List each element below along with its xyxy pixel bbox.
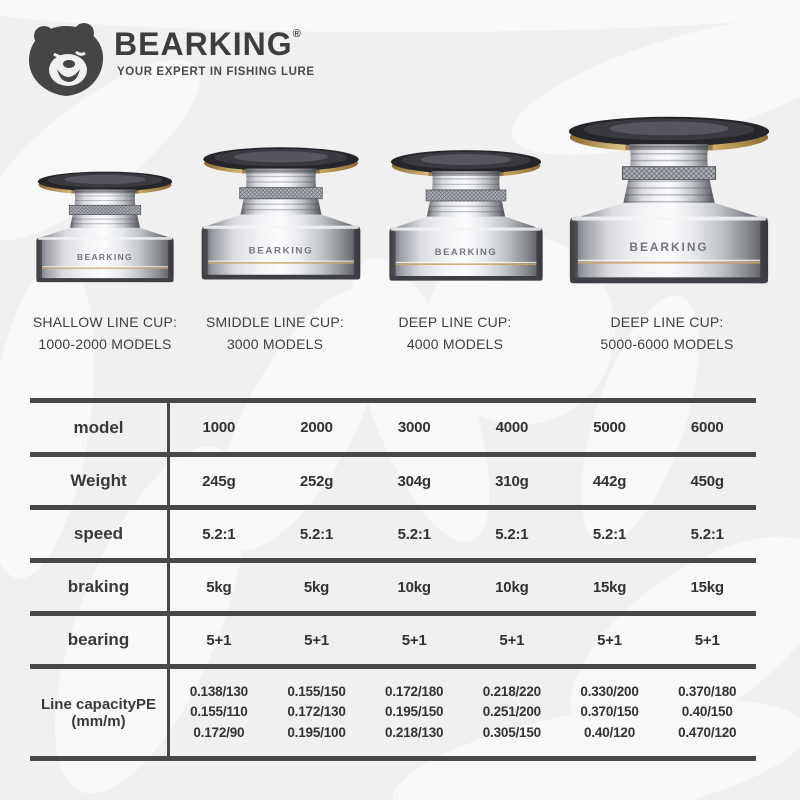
weight-value: 442g — [592, 472, 627, 490]
line-capacity-cell: 0.155/150 0.172/130 0.195/100 — [268, 669, 366, 756]
caption-line2: 3000 MODELS — [226, 335, 324, 352]
brand-wordmark: BEARKING® — [114, 26, 301, 63]
spool-image-1000-2000: BEARKING — [28, 163, 182, 290]
row-label-model: model — [30, 403, 170, 452]
table-row-weight: Weight 245g 252g 304g 310g 442g 450g — [30, 457, 756, 510]
model-value: 1000 — [202, 419, 236, 436]
caption-smiddle-line-cup: SMIDDLE LINE CUP: 3000 MODELS — [170, 312, 380, 355]
bearing-value: 5+1 — [499, 631, 525, 649]
weight-value: 310g — [495, 472, 529, 490]
brand-name-text: BEARKING — [114, 26, 293, 62]
registered-mark: ® — [292, 28, 301, 40]
caption-line2: 5000-6000 MODELS — [600, 335, 734, 352]
capacity-value: 0.195/150 — [385, 704, 444, 720]
table-row-line-capacity: Line capacityPE (mm/m) 0.138/130 0.155/1… — [30, 669, 756, 756]
line-capacity-cell: 0.330/200 0.370/150 0.40/120 — [561, 669, 659, 756]
line-capacity-cell: 0.172/180 0.195/150 0.218/130 — [365, 669, 463, 756]
spool-image-5000-6000: BEARKING — [560, 105, 778, 293]
weight-value: 450g — [690, 472, 725, 490]
line-capacity-unit: (mm/m) — [71, 712, 126, 730]
capacity-value: 0.370/150 — [580, 704, 639, 720]
model-value: 3000 — [397, 419, 431, 436]
row-label-weight: Weight — [30, 457, 170, 505]
braking-value: 5kg — [303, 578, 330, 596]
braking-value: 10kg — [495, 578, 529, 596]
brand-tagline: YOUR EXPERT IN FISHING LURE — [117, 66, 315, 78]
capacity-value: 0.172/130 — [287, 704, 346, 720]
capacity-value: 0.40/150 — [681, 704, 733, 720]
caption-line1: DEEP LINE CUP: — [398, 314, 512, 330]
speed-value: 5.2:1 — [592, 525, 627, 543]
braking-value: 10kg — [397, 578, 431, 596]
capacity-value: 0.172/180 — [385, 684, 444, 700]
line-capacity-cell: 0.218/220 0.251/200 0.305/150 — [463, 669, 561, 756]
caption-line1: SHALLOW LINE CUP: — [32, 314, 178, 330]
spool-engraving: BEARKING — [249, 245, 314, 256]
caption-line1: DEEP LINE CUP: — [610, 314, 724, 330]
table-row-bearing: bearing 5+1 5+1 5+1 5+1 5+1 5+1 — [30, 616, 756, 669]
weight-value: 252g — [299, 472, 334, 490]
spool-image-4000: BEARKING — [380, 140, 552, 290]
caption-line2: 4000 MODELS — [406, 335, 504, 352]
spool-engraving: BEARKING — [629, 240, 708, 254]
bear-logo-icon — [28, 23, 104, 96]
spool-engraving: BEARKING — [435, 247, 497, 257]
row-label-bearing: bearing — [30, 616, 170, 664]
braking-value: 5kg — [206, 578, 232, 596]
table-row-model: model 1000 2000 3000 4000 5000 6000 — [30, 403, 756, 457]
model-value: 6000 — [690, 419, 724, 436]
capacity-value: 0.305/150 — [482, 724, 541, 740]
weight-value: 304g — [397, 472, 431, 490]
bearing-value: 5+1 — [304, 631, 329, 649]
speed-value: 5.2:1 — [495, 525, 529, 543]
capacity-value: 0.251/200 — [482, 704, 541, 720]
model-value: 2000 — [300, 419, 333, 436]
speed-value: 5.2:1 — [202, 525, 236, 543]
spec-table: model 1000 2000 3000 4000 5000 6000 Weig… — [30, 398, 756, 761]
row-label-speed: speed — [30, 510, 170, 558]
bearing-value: 5+1 — [206, 631, 232, 649]
bearing-value: 5+1 — [401, 631, 427, 649]
caption-deep-line-cup-4000: DEEP LINE CUP: 4000 MODELS — [350, 312, 560, 355]
model-value: 4000 — [495, 419, 529, 436]
spool-engraving: BEARKING — [77, 253, 133, 262]
line-capacity-label: Line capacityPE — [40, 695, 157, 713]
weight-value: 245g — [202, 472, 236, 490]
row-label-braking: braking — [30, 563, 170, 611]
capacity-value: 0.138/130 — [189, 684, 248, 700]
capacity-value: 0.330/200 — [580, 684, 639, 700]
capacity-value: 0.218/220 — [482, 684, 541, 700]
capacity-value: 0.370/180 — [678, 684, 737, 700]
braking-value: 15kg — [690, 578, 725, 596]
caption-deep-line-cup-5000-6000: DEEP LINE CUP: 5000-6000 MODELS — [557, 312, 777, 355]
capacity-value: 0.172/90 — [193, 724, 245, 740]
braking-value: 15kg — [592, 578, 627, 596]
caption-line2: 1000-2000 MODELS — [38, 335, 172, 352]
caption-shallow-line-cup: SHALLOW LINE CUP: 1000-2000 MODELS — [0, 312, 210, 355]
capacity-value: 0.218/130 — [385, 724, 444, 740]
bearing-value: 5+1 — [597, 631, 622, 649]
capacity-value: 0.155/150 — [287, 684, 346, 700]
caption-line1: SMIDDLE LINE CUP: — [206, 314, 344, 330]
table-row-speed: speed 5.2:1 5.2:1 5.2:1 5.2:1 5.2:1 5.2:… — [30, 510, 756, 563]
speed-value: 5.2:1 — [397, 525, 431, 543]
model-value: 5000 — [593, 419, 626, 436]
capacity-value: 0.155/110 — [190, 704, 248, 720]
capacity-value: 0.195/100 — [287, 724, 346, 740]
capacity-value: 0.470/120 — [678, 724, 737, 740]
bearing-value: 5+1 — [694, 631, 720, 649]
table-row-braking: braking 5kg 5kg 10kg 10kg 15kg 15kg — [30, 563, 756, 616]
capacity-value: 0.40/120 — [584, 724, 635, 740]
speed-value: 5.2:1 — [690, 525, 724, 543]
speed-value: 5.2:1 — [299, 525, 334, 543]
row-label-line-capacity: Line capacityPE (mm/m) — [30, 669, 170, 756]
line-capacity-cell: 0.370/180 0.40/150 0.470/120 — [658, 669, 756, 756]
line-capacity-cell: 0.138/130 0.155/110 0.172/90 — [170, 669, 268, 756]
spool-image-3000: BEARKING — [192, 137, 370, 289]
